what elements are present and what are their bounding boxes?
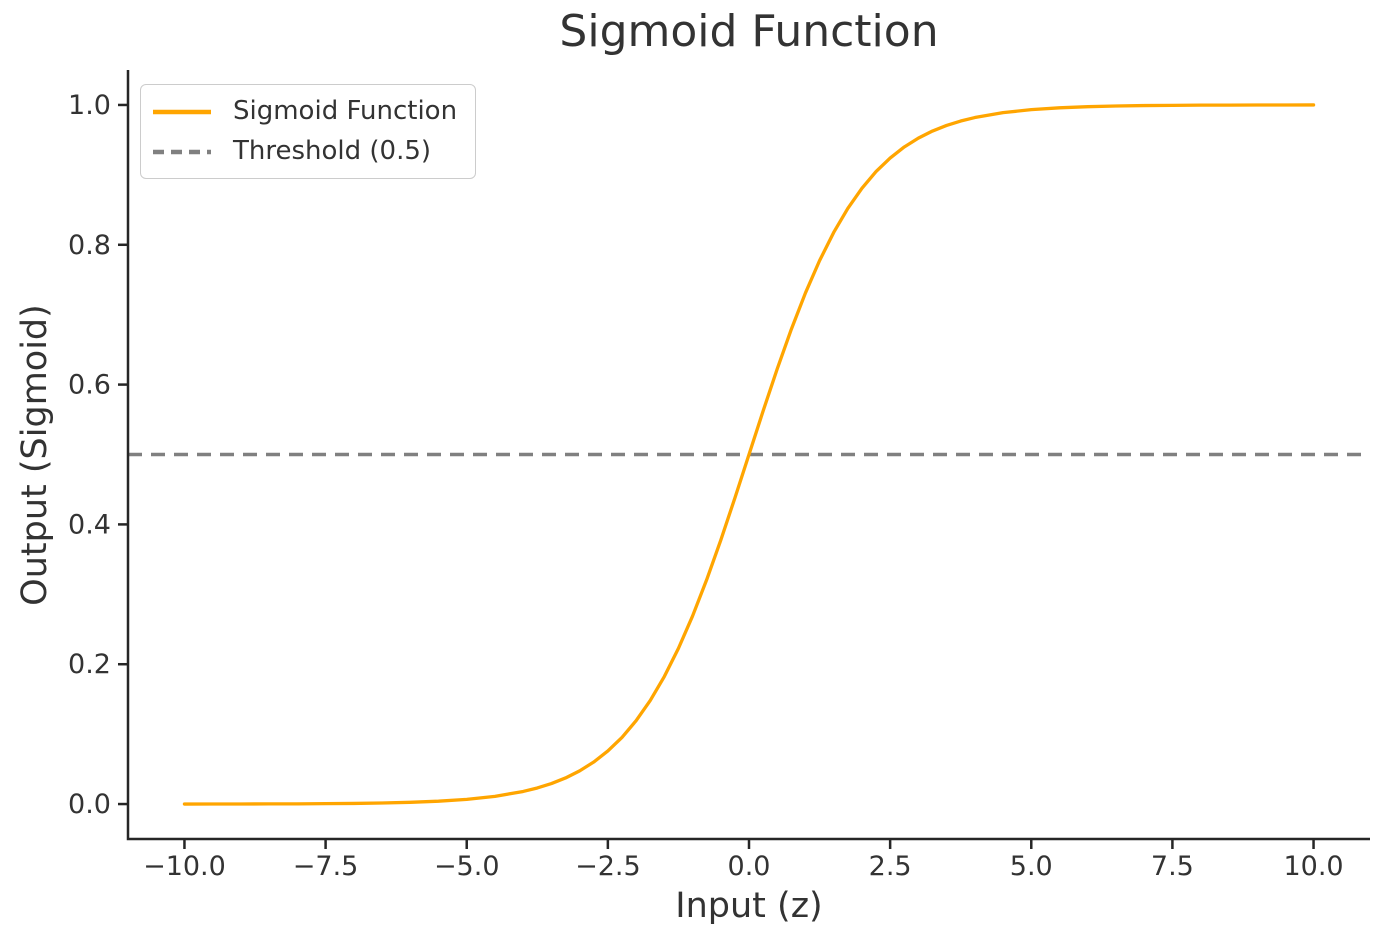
- legend-item-sigmoid: Sigmoid Function: [153, 94, 457, 129]
- sigmoid-line-swatch-icon: [153, 109, 211, 114]
- legend: Sigmoid Function Threshold (0.5): [140, 84, 477, 180]
- y-axis-label: Output (Sigmoid): [15, 304, 55, 606]
- x-tick-label: 10.0: [1283, 851, 1343, 882]
- x-tick-label: −7.5: [293, 851, 359, 882]
- sigmoid-curve: [182, 103, 1316, 806]
- x-tick-label: 7.5: [1151, 851, 1194, 882]
- x-tick-label: −2.5: [575, 851, 641, 882]
- x-tick-label: −10.0: [143, 851, 226, 882]
- x-tick-label: 0.0: [728, 851, 771, 882]
- legend-item-threshold: Threshold (0.5): [153, 134, 457, 169]
- x-tick-label: 2.5: [869, 851, 912, 882]
- legend-label-threshold: Threshold (0.5): [233, 136, 432, 167]
- axes-spines: [126, 70, 1370, 841]
- chart-title: Sigmoid Function: [559, 6, 939, 57]
- y-tick-label: 0.2: [68, 649, 111, 680]
- y-tick-label: 1.0: [68, 90, 111, 121]
- legend-label-sigmoid: Sigmoid Function: [233, 96, 458, 126]
- y-tick-label: 0.6: [68, 370, 111, 401]
- x-tick-label: −5.0: [434, 851, 500, 882]
- threshold-line-swatch-icon: [153, 149, 211, 154]
- x-tick-label: 5.0: [1010, 851, 1053, 882]
- y-tick-label: 0.8: [68, 230, 111, 261]
- y-tick-label: 0.4: [68, 509, 111, 540]
- x-axis-label: Input (z): [675, 886, 823, 926]
- y-tick-label: 0.0: [68, 789, 111, 820]
